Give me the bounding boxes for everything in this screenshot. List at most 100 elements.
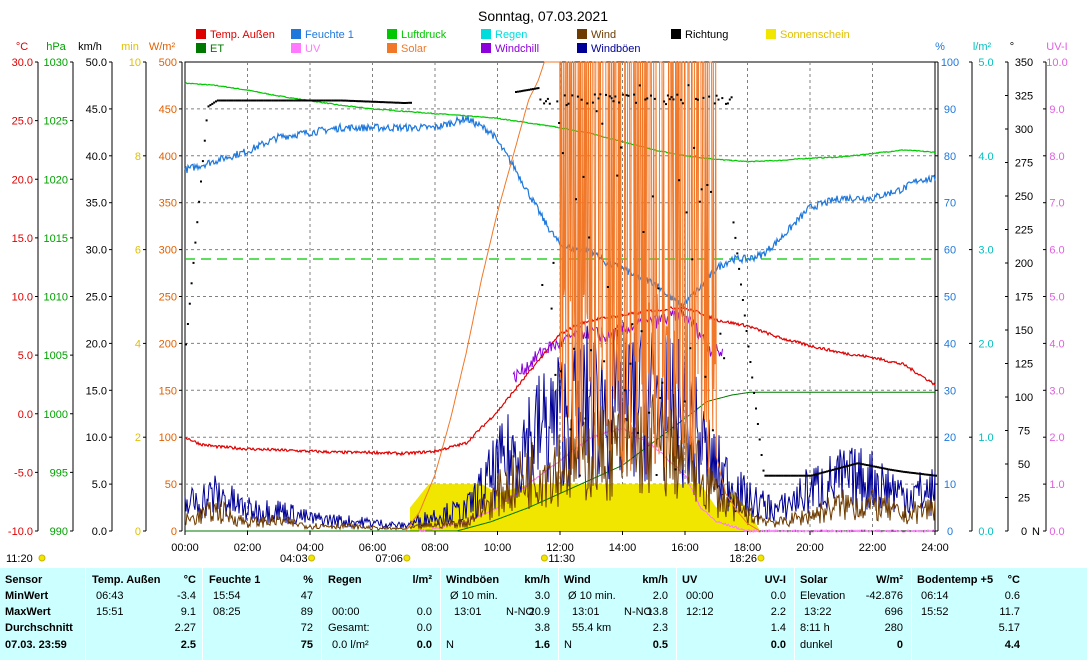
stats-uv-min-time: 00:00: [686, 590, 714, 602]
richtung-point: [783, 474, 786, 477]
richtung-point: [914, 472, 917, 475]
richtung-point: [267, 99, 270, 102]
richtung-point: [567, 102, 570, 105]
richtung-point: [708, 95, 711, 98]
wm2-axis-tick-label: 200: [159, 338, 177, 350]
richtung-point: [918, 472, 921, 475]
richtung-point: [803, 474, 806, 477]
richtung-point: [640, 330, 643, 333]
axes: °C30.025.020.015.010.05.00.0-5.0-10.0hPa…: [8, 41, 1068, 538]
richtung-point: [265, 99, 268, 102]
richtung-point: [366, 100, 369, 103]
richtung-point: [556, 100, 559, 103]
uvi-axis-tick-label: 7.0: [1049, 198, 1064, 210]
stats-wind-header: Wind: [564, 574, 591, 586]
richtung-point: [400, 101, 403, 104]
richtung-point: [576, 95, 579, 98]
stats-soiltemp-min: 0.6: [1004, 590, 1020, 602]
richtung-point: [762, 469, 765, 472]
richtung-point: [680, 98, 682, 101]
richtung-point: [218, 99, 221, 102]
stats-humidity-min-time: 15:54: [213, 590, 241, 602]
richtung-point: [891, 469, 894, 472]
deg-axis-tick-label: 25: [1018, 493, 1030, 505]
temp-axis-tick-label: -5.0: [14, 467, 33, 479]
richtung-point: [305, 99, 307, 102]
richtung-point: [916, 472, 919, 475]
richtung-point: [665, 103, 667, 106]
richtung-point: [616, 174, 619, 177]
stats-humidity-max: 89: [300, 606, 313, 618]
richtung-point: [563, 94, 566, 97]
richtung-point: [584, 417, 587, 420]
richtung-point: [323, 99, 326, 102]
stats-uv-current: 0.0: [770, 639, 786, 651]
richtung-point: [846, 464, 849, 467]
richtung-point: [237, 99, 240, 102]
x-axis-label: 10:00: [484, 542, 512, 554]
richtung-point: [903, 470, 906, 473]
wm2-axis-tick-label: 0: [171, 526, 177, 538]
richtung-point: [888, 468, 891, 471]
richtung-point: [760, 454, 763, 456]
sun-marker-icon: [757, 554, 765, 562]
hpa-axis-tick-label: 1015: [44, 233, 68, 245]
moon-time-label: 11:20: [6, 553, 33, 565]
stats-temp-max-time: 15:51: [96, 606, 124, 618]
legend-label-richtung: Richtung: [685, 29, 728, 41]
richtung-point: [713, 102, 716, 105]
stats-wind-max: 13.8: [646, 606, 668, 618]
richtung-point: [526, 89, 529, 92]
wm2-axis-unit: W/m²: [149, 41, 176, 53]
moon-icon: [38, 554, 46, 562]
stats-wind-avg-label: Ø 10 min.: [568, 590, 616, 602]
x-axis-label: 14:00: [609, 542, 637, 554]
deg-axis-tick-label: 275: [1015, 158, 1033, 170]
richtung-point: [666, 94, 669, 97]
deg-axis-tick-label: 200: [1015, 258, 1033, 270]
stats-rain-header: Regen: [328, 574, 362, 586]
richtung-point: [554, 373, 557, 376]
richtung-point: [241, 99, 244, 102]
legend-swatch-windboeen: [577, 43, 587, 53]
richtung-point: [216, 99, 219, 102]
richtung-point: [736, 252, 739, 255]
pct-axis-tick-label: 40: [944, 338, 956, 350]
richtung-point: [391, 101, 394, 104]
stats-max-label: MaxWert: [5, 606, 51, 618]
pct-axis-unit: %: [935, 41, 945, 53]
stats-humidity-max-time: 08:25: [213, 606, 241, 618]
richtung-point: [732, 221, 735, 224]
stats-gust-max-dir: N-NO: [506, 606, 535, 618]
stats-temp-current: 2.5: [180, 639, 196, 651]
kmh-axis-tick-label: 10.0: [86, 432, 107, 444]
temp-axis-tick-label: 10.0: [12, 292, 33, 304]
richtung-point: [301, 99, 304, 102]
richtung-point: [863, 463, 866, 466]
richtung-point: [807, 474, 810, 477]
richtung-point: [342, 99, 345, 102]
stats-temp-unit: °C: [183, 574, 196, 586]
legend-label-sonnenschein: Sonnenschein: [780, 29, 850, 41]
min-axis-tick-label: 0: [135, 526, 141, 538]
kmh-axis-tick-label: 5.0: [92, 479, 107, 491]
richtung-point: [376, 100, 379, 103]
richtung-point: [668, 98, 671, 101]
stats-uv-avg: 1.4: [770, 622, 786, 634]
richtung-point: [623, 389, 626, 392]
richtung-point: [233, 99, 236, 102]
richtung-point: [192, 261, 195, 264]
richtung-point: [721, 97, 724, 100]
richtung-point: [741, 299, 744, 301]
richtung-point: [813, 473, 816, 476]
richtung-point: [515, 91, 517, 93]
richtung-point: [650, 94, 652, 97]
richtung-point: [378, 101, 381, 103]
richtung-point: [830, 469, 832, 472]
richtung-point: [250, 99, 253, 102]
stats-sensor-column: Sensor MinWert MaxWert Durchschnitt 07.0…: [5, 572, 85, 658]
richtung-point: [569, 428, 572, 431]
richtung-point: [800, 474, 802, 477]
richtung-point: [839, 466, 842, 469]
wm2-axis-tick-label: 450: [159, 104, 177, 116]
